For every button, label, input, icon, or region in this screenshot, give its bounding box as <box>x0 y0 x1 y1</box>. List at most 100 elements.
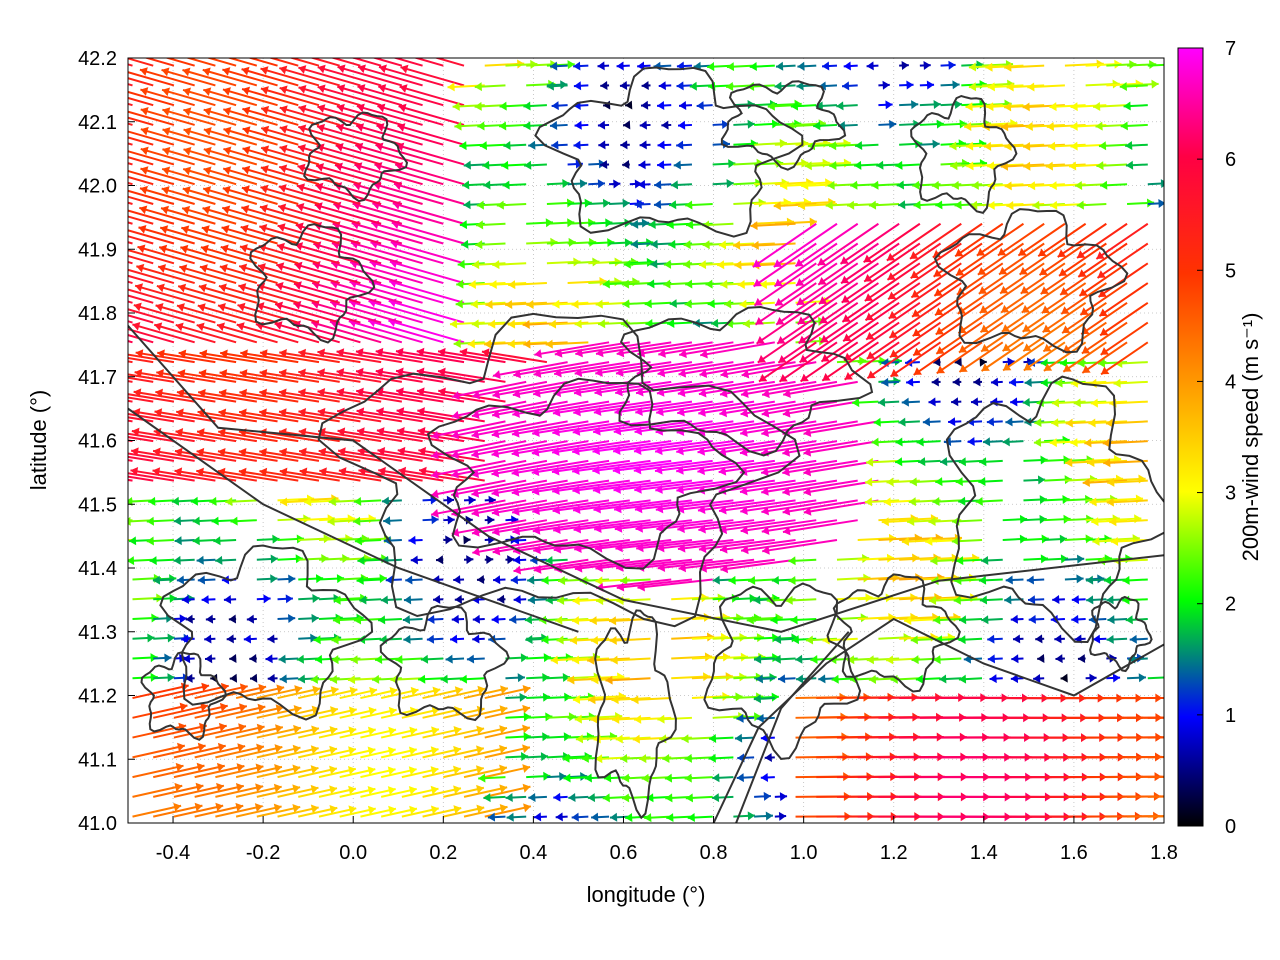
wind-vector-head <box>1076 200 1084 210</box>
wind-vector <box>655 479 734 492</box>
wind-vector-head <box>317 104 326 113</box>
wind-vector-head <box>395 347 404 357</box>
wind-vector-head <box>676 140 684 150</box>
wind-vector-head <box>954 357 962 367</box>
wind-vector <box>1100 341 1149 376</box>
wind-vector <box>312 262 382 284</box>
wind-vector-head <box>179 264 188 273</box>
wind-vector-head <box>573 140 581 150</box>
wind-vector <box>177 371 237 383</box>
wind-vector-head <box>310 765 319 774</box>
wind-vector-head <box>749 593 757 603</box>
wind-vector <box>574 361 651 375</box>
wind-vector <box>658 341 734 356</box>
wind-vector-head <box>678 368 687 378</box>
wind-vector-head <box>720 369 729 379</box>
wind-vector <box>545 341 589 346</box>
wind-vector-head <box>273 803 282 813</box>
wind-vector-head <box>182 48 190 57</box>
wind-vector-head <box>636 543 644 553</box>
wind-vector-head <box>742 319 750 329</box>
wind-vector <box>533 558 610 572</box>
wind-vector-head <box>368 514 376 524</box>
wind-vector <box>297 145 361 166</box>
wind-vector-head <box>194 802 203 812</box>
wind-vector <box>162 148 216 166</box>
wind-vector-head <box>987 161 995 171</box>
wind-vector-head <box>525 634 533 644</box>
wind-vector-head <box>445 654 453 664</box>
wind-vector-head <box>238 467 247 477</box>
wind-vector-head <box>445 535 453 545</box>
wind-vector <box>866 321 921 360</box>
wind-vector <box>512 538 589 553</box>
wind-vector-head <box>155 388 163 398</box>
wind-vector <box>173 764 225 779</box>
wind-vector <box>128 116 154 126</box>
wind-vector <box>219 265 278 284</box>
wind-vector-head <box>686 220 694 230</box>
wind-vector-head <box>785 595 793 605</box>
wind-vector-head <box>1054 634 1062 644</box>
wind-vector-head <box>175 322 184 332</box>
wind-vector <box>679 341 755 356</box>
wind-vector <box>612 459 693 472</box>
wind-vector-head <box>203 146 212 156</box>
wind-vector-head <box>519 692 527 702</box>
wind-vector-head <box>697 427 706 437</box>
wind-vector <box>139 187 195 205</box>
wind-vector-head <box>975 496 983 506</box>
wind-vector-head <box>986 417 995 427</box>
wind-vector-head <box>905 357 913 367</box>
wind-vector-head <box>95 86 103 95</box>
wind-vector-head <box>1134 514 1142 524</box>
wind-vector-head <box>197 575 206 585</box>
wind-vector-head <box>296 654 305 664</box>
wind-vector <box>132 684 189 700</box>
wind-vector-head <box>357 447 366 456</box>
wind-vector-head <box>387 786 396 795</box>
wind-vector-head <box>791 635 800 645</box>
wind-vector <box>553 519 630 532</box>
wind-vector-head <box>177 742 185 752</box>
wind-vector-head <box>1049 102 1057 112</box>
wind-vector-head <box>368 706 377 716</box>
wind-vector-head <box>854 160 862 170</box>
wind-vector-head <box>218 428 226 438</box>
wind-vector <box>697 459 775 473</box>
wind-vector-head <box>598 319 606 329</box>
wind-vector <box>319 469 382 482</box>
wind-vector-head <box>140 146 149 156</box>
wind-vector-head <box>476 745 484 755</box>
wind-vector-head <box>619 81 628 91</box>
wind-vector <box>552 400 630 415</box>
wind-vector <box>936 341 983 375</box>
wind-vector <box>220 245 278 265</box>
wind-vector-head <box>492 409 500 419</box>
wind-vector-head <box>976 247 986 256</box>
wind-vector-head <box>329 805 338 814</box>
wind-vector-head <box>157 349 165 359</box>
wind-vector-head <box>552 427 560 437</box>
wind-vector-head <box>971 180 979 190</box>
wind-vector-head <box>337 427 346 437</box>
wind-vector-head <box>354 536 363 546</box>
wind-vector-head <box>527 575 535 585</box>
wind-vector <box>183 108 237 126</box>
wind-vector-head <box>663 279 671 289</box>
wind-vector-head <box>797 61 805 71</box>
wind-vector <box>242 107 299 126</box>
wind-vector <box>817 222 879 267</box>
wind-vector-head <box>101 517 108 526</box>
wind-vector-head <box>1023 141 1031 151</box>
wind-vector <box>317 390 382 403</box>
wind-vector-head <box>866 655 874 665</box>
wind-vector-head <box>260 66 269 75</box>
wind-vector <box>740 538 817 552</box>
wind-vector-head <box>657 543 665 553</box>
wind-vector-head <box>647 279 655 289</box>
wind-vector-head <box>338 447 346 457</box>
wind-vector-head <box>522 684 531 694</box>
wind-vector <box>399 85 465 107</box>
wind-vector <box>888 282 942 320</box>
